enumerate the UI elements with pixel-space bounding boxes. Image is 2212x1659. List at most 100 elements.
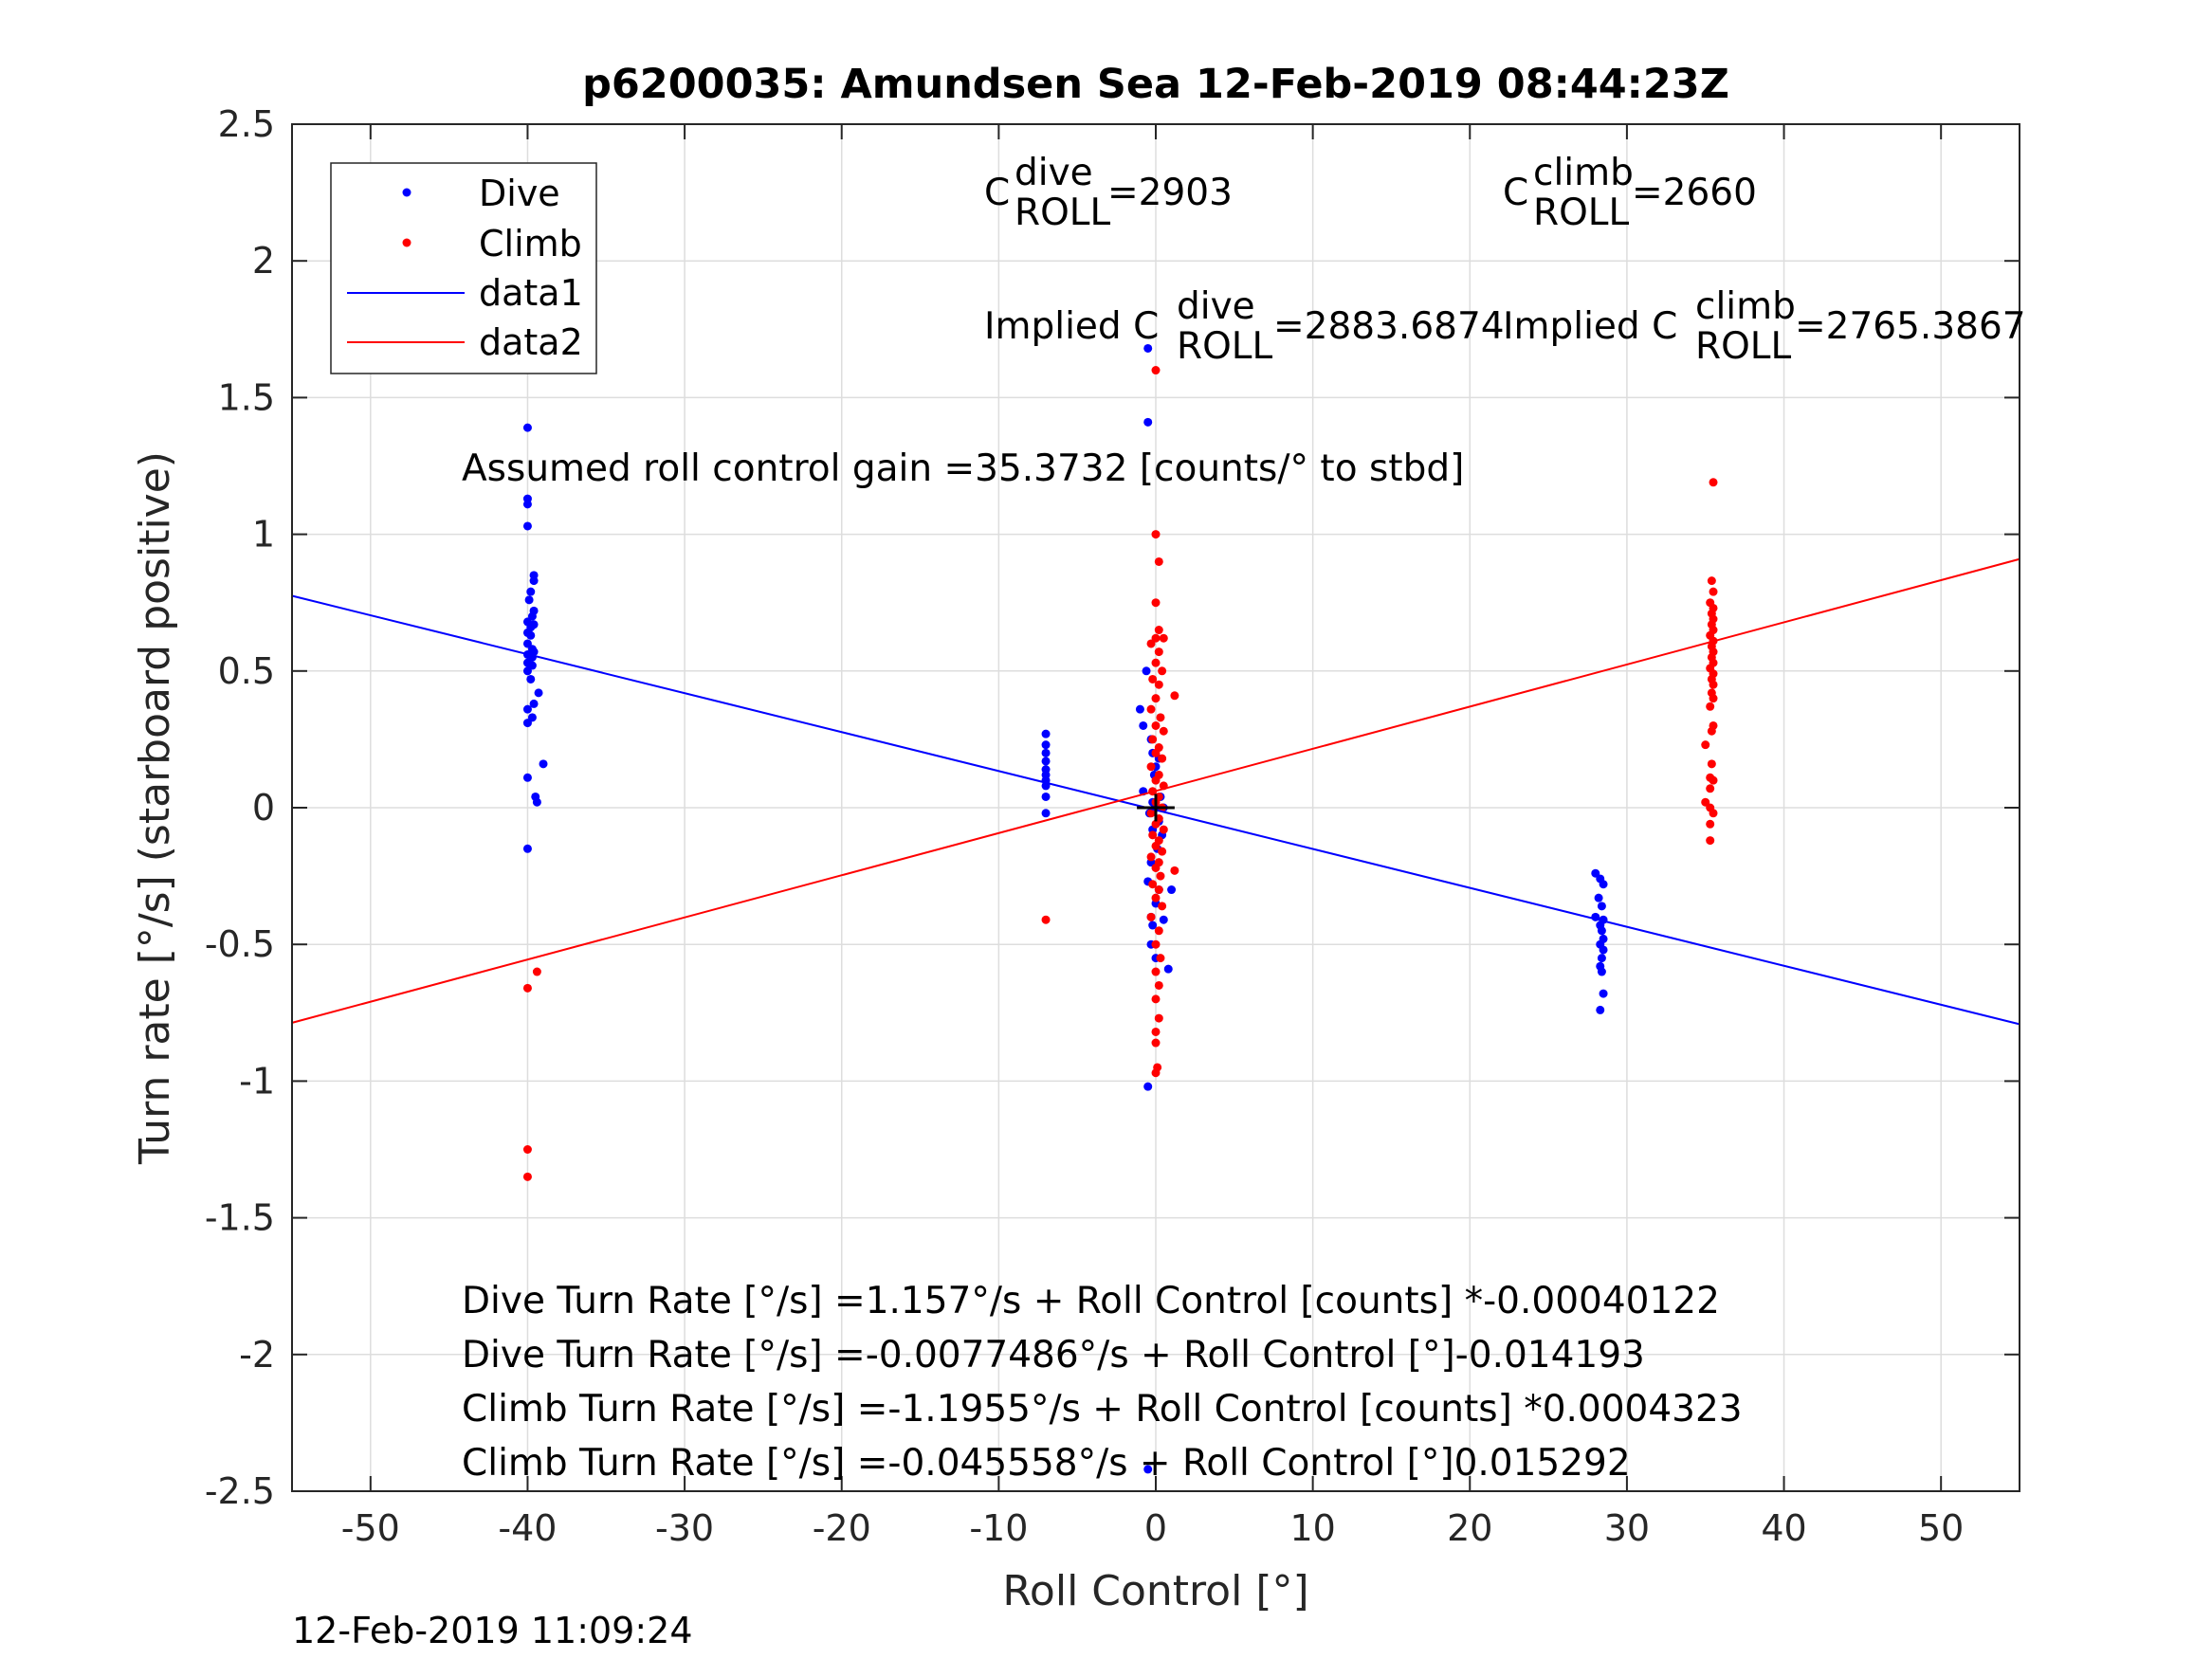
- series-climb: [522, 366, 1718, 1181]
- dive-point: [1597, 954, 1606, 963]
- dive-point: [1041, 740, 1051, 750]
- climb-point: [1154, 626, 1163, 635]
- dive-point: [1041, 729, 1051, 738]
- x-tick-label: -20: [813, 1507, 871, 1549]
- climb-point: [1151, 366, 1161, 375]
- climb-point: [1158, 754, 1167, 763]
- svg-text:C: C: [1503, 172, 1528, 214]
- fit-equation: Climb Turn Rate [°/s] =-1.1955°/s + Roll…: [462, 1388, 1743, 1431]
- dive-point: [522, 773, 532, 782]
- climb-point: [1154, 647, 1163, 657]
- climb-point: [1148, 735, 1158, 744]
- svg-text:=2883.6874: =2883.6874: [1273, 305, 1505, 348]
- climb-point: [1707, 726, 1716, 736]
- dive-point: [1163, 964, 1173, 974]
- dive-point: [1596, 1005, 1605, 1014]
- dive-point: [1597, 902, 1606, 911]
- ticks: -50 -40 -30 -20 -10 0 10 20 30 40 50 2.5 2 1.5 1 0.5 0 -0…: [205, 103, 2020, 1549]
- dive-point: [1143, 417, 1153, 427]
- dive-point: [1159, 915, 1168, 924]
- climb-point: [1170, 691, 1179, 701]
- climb-point: [1151, 775, 1161, 785]
- climb-point: [1151, 658, 1161, 667]
- climb-point: [1154, 1013, 1163, 1023]
- climb-point: [1146, 762, 1156, 772]
- climb-point: [1158, 847, 1167, 856]
- climb-point: [1146, 852, 1156, 862]
- dive-point: [1597, 967, 1606, 976]
- x-tick-label: 40: [1761, 1507, 1806, 1549]
- climb-point: [1154, 556, 1163, 566]
- climb-point: [522, 1172, 532, 1181]
- climb-point: [1151, 994, 1161, 1004]
- climb-point: [522, 1145, 532, 1154]
- x-tick-label: 50: [1918, 1507, 1964, 1549]
- climb-point: [1151, 1027, 1161, 1036]
- climb-point: [1170, 866, 1179, 875]
- dive-point: [1041, 748, 1051, 757]
- climb-point: [1706, 819, 1715, 829]
- fit-equation: Dive Turn Rate [°/s] =-0.0077486°/s + Ro…: [462, 1334, 1645, 1376]
- climb-point: [1154, 885, 1163, 895]
- climb-point: [1146, 704, 1156, 714]
- fit-equation: Climb Turn Rate [°/s] =-0.045558°/s + Ro…: [462, 1442, 1631, 1485]
- implied-c-roll-climb-annotation: Implied C climb ROLL =2765.3867: [1503, 285, 2026, 368]
- dive-point: [522, 666, 532, 676]
- climb-point: [1151, 1068, 1161, 1078]
- climb-point: [1709, 809, 1718, 818]
- svg-text:C: C: [984, 172, 1010, 214]
- y-tick-label: 1: [252, 514, 275, 556]
- dive-point: [1041, 792, 1051, 801]
- climb-point: [1151, 893, 1161, 902]
- legend-marker-dive: [402, 188, 411, 197]
- dive-point: [1142, 666, 1151, 676]
- climb-point: [522, 983, 532, 993]
- climb-point: [1158, 902, 1167, 911]
- c-roll-dive-annotation: C dive ROLL =2903: [984, 152, 1233, 234]
- fit-line-data2: [291, 557, 2020, 1024]
- footer-timestamp: 12-Feb-2019 11:09:24: [292, 1610, 693, 1651]
- y-tick-label: 2: [252, 240, 275, 282]
- y-tick-label: -1.5: [205, 1197, 275, 1239]
- climb-point: [1148, 674, 1158, 684]
- dive-point: [1597, 926, 1606, 936]
- climb-point: [1709, 775, 1718, 785]
- x-tick-label: -50: [341, 1507, 400, 1549]
- climb-point: [1148, 830, 1158, 840]
- dive-point: [529, 576, 539, 586]
- climb-point: [1148, 880, 1158, 889]
- x-tick-label: -10: [969, 1507, 1028, 1549]
- climb-point: [1701, 740, 1710, 750]
- dive-point: [1167, 885, 1177, 895]
- svg-text:climb: climb: [1533, 152, 1634, 194]
- dive-point: [524, 595, 534, 605]
- climb-point: [1151, 863, 1161, 872]
- climb-point: [1159, 825, 1168, 834]
- climb-point: [1156, 713, 1165, 722]
- climb-point: [1151, 819, 1161, 829]
- climb-point: [1159, 633, 1168, 643]
- dive-point: [1594, 893, 1603, 902]
- climb-point: [1151, 841, 1161, 850]
- climb-point: [1707, 759, 1716, 769]
- y-axis-label: Turn rate [°/s] (starboard positive): [131, 451, 179, 1165]
- x-tick-label: 10: [1289, 1507, 1335, 1549]
- svg-text:=2903: =2903: [1107, 172, 1233, 214]
- svg-text:Implied C: Implied C: [984, 305, 1159, 348]
- x-tick-label: 20: [1447, 1507, 1492, 1549]
- climb-point: [1154, 926, 1163, 936]
- fit-equations: Dive Turn Rate [°/s] =1.157°/s + Roll Co…: [462, 1280, 1743, 1485]
- svg-text:=2765.3867: =2765.3867: [1795, 305, 2026, 348]
- svg-text:ROLL: ROLL: [1015, 191, 1111, 234]
- svg-text:dive: dive: [1177, 285, 1255, 328]
- dive-point: [1143, 1465, 1153, 1474]
- y-tick-label: -2: [239, 1334, 275, 1376]
- dive-point: [534, 688, 543, 698]
- climb-point: [1154, 680, 1163, 689]
- dive-point: [1599, 989, 1608, 998]
- y-tick-label: 1.5: [218, 376, 275, 418]
- climb-point: [1709, 680, 1718, 689]
- dive-point: [522, 521, 532, 531]
- dive-point: [526, 630, 536, 640]
